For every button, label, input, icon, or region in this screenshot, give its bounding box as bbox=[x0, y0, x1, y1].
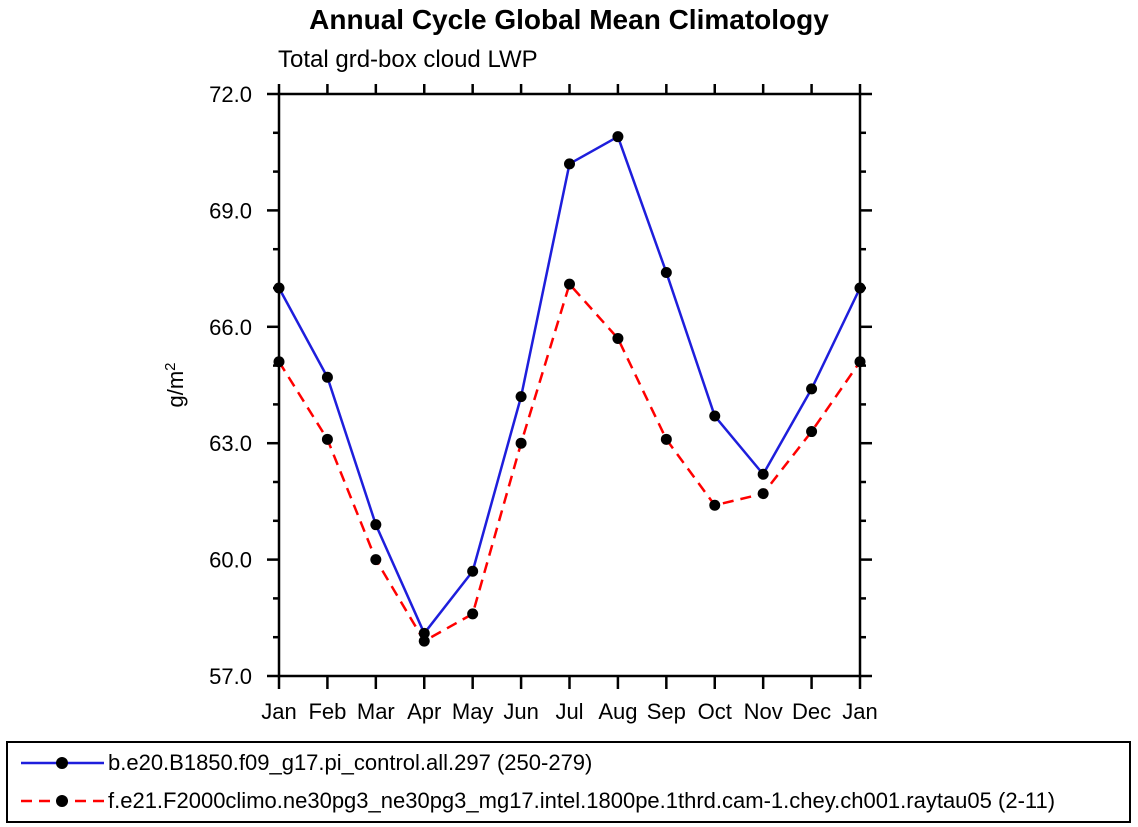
legend-dashed-line-sample bbox=[21, 795, 104, 807]
legend-entry-control-run: b.e20.B1850.f09_g17.pi_control.all.297 (… bbox=[8, 744, 1129, 782]
x-tick-label: Jun bbox=[503, 699, 538, 724]
x-tick-label: Oct bbox=[698, 699, 732, 724]
y-axis-ticks: 57.0 60.0 63.0 66.0 69.0 72.0 bbox=[209, 82, 872, 689]
x-tick-label: Aug bbox=[598, 699, 637, 724]
x-tick-label: May bbox=[452, 699, 494, 724]
x-tick-label: Dec bbox=[792, 699, 831, 724]
axes-frame bbox=[277, 92, 862, 678]
legend-entry-test-run: f.e21.F2000climo.ne30pg3_ne30pg3_mg17.in… bbox=[8, 782, 1129, 820]
y-tick-label: 60.0 bbox=[209, 548, 252, 573]
legend-circle-marker-icon bbox=[56, 795, 68, 807]
legend-label-test-run: f.e21.F2000climo.ne30pg3_ne30pg3_mg17.in… bbox=[108, 788, 1056, 813]
y-tick-label: 57.0 bbox=[209, 664, 252, 689]
series-line-0 bbox=[277, 135, 862, 635]
y-tick-label: 63.0 bbox=[209, 431, 252, 456]
x-tick-label: Jan bbox=[842, 699, 877, 724]
x-tick-label: Apr bbox=[407, 699, 441, 724]
legend-circle-marker-icon bbox=[56, 757, 68, 769]
legend-solid-line-sample bbox=[21, 757, 104, 769]
y-tick-label: 72.0 bbox=[209, 82, 252, 107]
series-markers-0 bbox=[273, 131, 866, 639]
x-tick-label: Mar bbox=[357, 699, 395, 724]
legend-label-control-run: b.e20.B1850.f09_g17.pi_control.all.297 (… bbox=[108, 750, 593, 775]
chart-subtitle: Total grd-box cloud LWP bbox=[278, 46, 538, 73]
x-tick-label: Sep bbox=[647, 699, 686, 724]
chart-title: Annual Cycle Global Mean Climatology bbox=[309, 4, 829, 35]
x-tick-label: Jan bbox=[261, 699, 296, 724]
x-tick-label: Nov bbox=[744, 699, 783, 724]
series-markers-1 bbox=[273, 278, 866, 647]
x-tick-label: Feb bbox=[308, 699, 346, 724]
x-tick-label: Jul bbox=[555, 699, 583, 724]
x-axis-ticks: Jan Feb Mar Apr May Jun Jul Aug Sep Oct Nov Dec Jan bbox=[261, 84, 878, 724]
y-axis-label: g/m2 bbox=[162, 362, 188, 407]
series-line-1 bbox=[277, 282, 862, 643]
y-tick-label: 69.0 bbox=[209, 198, 252, 223]
y-tick-label: 66.0 bbox=[209, 315, 252, 340]
legend-box: b.e20.B1850.f09_g17.pi_control.all.297 (… bbox=[6, 741, 1131, 823]
